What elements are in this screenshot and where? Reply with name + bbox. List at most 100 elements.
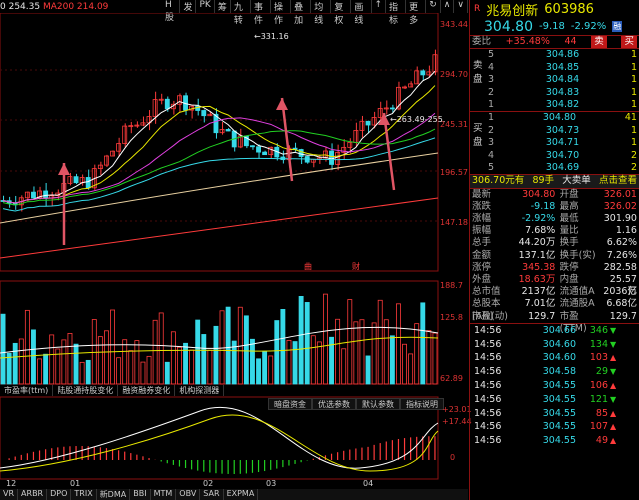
stat-value: -9.18 — [530, 200, 556, 212]
ask-row[interactable]: 5 304.86 1 — [470, 49, 639, 61]
bid-row[interactable]: 5 304.69 2 — [470, 162, 639, 174]
bid-level: 3 — [488, 137, 495, 149]
bid-row[interactable]: 4 304.70 2 — [470, 150, 639, 162]
toolbar-item[interactable]: 复权 — [331, 0, 352, 26]
stat-label: 流通股A — [559, 298, 595, 310]
sell-button[interactable]: 卖 — [591, 36, 607, 49]
bottom-tab[interactable]: EXPMA — [224, 489, 259, 500]
toolbar-item[interactable]: 筹 — [215, 0, 231, 13]
toolbar-item[interactable]: 操作 — [271, 0, 292, 26]
tick-volume: 106 — [589, 379, 608, 391]
candle-body — [396, 86, 401, 110]
candle-body — [104, 155, 109, 166]
big-order-link[interactable]: 点击查看 — [598, 175, 637, 187]
candle-body — [256, 146, 261, 153]
volume-bar — [201, 334, 207, 385]
toolbar-item[interactable]: 更多 — [406, 0, 427, 26]
volume-bar — [396, 303, 401, 385]
kline-chart-area[interactable]: 0 254.35 MA200 214.09 H股发 PK 筹九转 事件 操作 叠加 均线 复权… — [0, 0, 472, 500]
volume-bar — [383, 319, 389, 385]
tick-time: 14:56 — [474, 435, 502, 447]
ask-volume: 1 — [630, 49, 637, 61]
indicator-tab[interactable]: 陆股通持股变化 — [53, 385, 119, 396]
toolbar-item[interactable]: H股 — [162, 0, 181, 23]
toolbar-item[interactable]: 事件 — [251, 0, 272, 26]
bottom-tab[interactable]: TRIX — [71, 489, 97, 500]
candle-body — [237, 135, 243, 148]
candle-body — [128, 125, 134, 128]
bottom-tab[interactable]: SAR — [200, 489, 224, 500]
high-annotation: ←331.16 — [254, 32, 289, 41]
weibi-val: 44 — [564, 36, 577, 47]
indicator-tab[interactable]: 融资融券变化 — [118, 385, 176, 396]
stat-value: 7.26% — [606, 249, 637, 261]
volume-bar — [189, 349, 195, 385]
toolbar-item[interactable]: 画线 — [351, 0, 372, 26]
ask-row[interactable]: 1 304.82 1 — [470, 99, 639, 111]
event-marker[interactable]: 财 — [352, 262, 360, 271]
bottom-tab[interactable]: BBI — [130, 489, 151, 500]
param-tab[interactable]: 默认参数 — [356, 398, 400, 410]
volume-bar — [18, 338, 24, 385]
chart-toolbar: H股发 PK 筹九转 事件 操作 叠加 均线 复权 画线 ↑ 指标 更多 ↻ ∧ ∨ — [162, 0, 468, 26]
event-marker[interactable]: 曲 — [304, 262, 312, 271]
bottom-tab[interactable]: OBV — [176, 489, 201, 500]
candle-body — [43, 190, 49, 199]
candle-body — [31, 191, 36, 199]
ask-row[interactable]: 4 304.85 1 — [470, 62, 639, 74]
bid-book: 1 304.80 41 2 304.73 1 3 304.71 1 4 304.70 2 5 304.69… — [470, 112, 639, 174]
ask-level: 2 — [488, 86, 495, 98]
param-tab[interactable]: 暗盘资金 — [268, 398, 312, 410]
ma1-value: 0 254.35 — [0, 2, 41, 12]
bid-row[interactable]: 2 304.73 1 — [470, 125, 639, 137]
volume-tick: 125.8 — [440, 313, 463, 322]
param-tab[interactable]: 指标说明 — [400, 398, 444, 410]
tick-price: 304.55 — [542, 421, 576, 433]
toolbar-item[interactable]: 均线 — [311, 0, 332, 26]
toolbar-item[interactable]: 发 — [180, 0, 197, 13]
indicator-tab[interactable]: 市盈率(ttm) — [0, 385, 54, 396]
stat-value: 304.80 — [522, 188, 556, 200]
stat-row: 涨跌 -9.18 最高 326.02 — [470, 201, 639, 213]
ma200-line — [0, 197, 439, 259]
bottom-tab[interactable]: 新DMA — [97, 489, 131, 500]
toolbar-item[interactable]: ↑ — [372, 0, 387, 13]
bottom-tab[interactable]: VR — [0, 489, 19, 500]
volume-bar — [280, 309, 286, 385]
bid-row[interactable]: 3 304.71 1 — [470, 137, 639, 149]
ask-row[interactable]: 2 304.83 1 — [470, 87, 639, 99]
toolbar-item[interactable]: ↻ — [426, 0, 441, 13]
toolbar-item[interactable]: 叠加 — [291, 0, 312, 26]
tick-price: 304.60 — [542, 352, 576, 364]
bottom-tab[interactable]: ARBR — [18, 489, 48, 500]
indicator-tab[interactable]: 机构探测器 — [175, 385, 225, 396]
up-arrow-icon: ▲ — [610, 353, 617, 363]
tick-volume: 29 — [595, 366, 608, 378]
toolbar-item[interactable]: ∧ — [441, 0, 455, 13]
big-order-row[interactable]: 306.70元有 89手 大卖单 点击查看 — [470, 175, 639, 188]
ask-row[interactable]: 3 304.84 1 — [470, 74, 639, 86]
margin-badge: 融 — [612, 21, 623, 32]
tick-price: 304.55 — [542, 393, 576, 405]
volume-bar — [426, 330, 432, 385]
tick-time: 14:56 — [474, 407, 502, 419]
bottom-tab[interactable]: MTM — [151, 489, 177, 500]
volume-bar — [134, 340, 140, 385]
toolbar-item[interactable]: ∨ — [454, 0, 468, 13]
toolbar-item[interactable]: 指标 — [386, 0, 407, 26]
candle-body — [110, 150, 115, 157]
stat-label: 跌停 — [559, 261, 579, 273]
toolbar-item[interactable]: PK — [196, 0, 215, 13]
dif-line — [0, 406, 439, 469]
volume-bar — [6, 352, 12, 385]
volume-bar — [152, 319, 158, 385]
param-tab[interactable]: 优选参数 — [312, 398, 356, 410]
buy-button[interactable]: 买 — [621, 36, 637, 49]
bid-row[interactable]: 1 304.80 41 — [470, 112, 639, 124]
stat-row: 市盈(动) 129.7 市盈(TTM) 129.7 — [470, 311, 639, 334]
toolbar-item[interactable]: 九转 — [231, 0, 251, 26]
bottom-tab[interactable]: DPO — [47, 489, 72, 500]
bid-level: 4 — [488, 149, 495, 161]
volume-bar — [341, 348, 347, 385]
ask-price: 304.85 — [545, 61, 580, 73]
